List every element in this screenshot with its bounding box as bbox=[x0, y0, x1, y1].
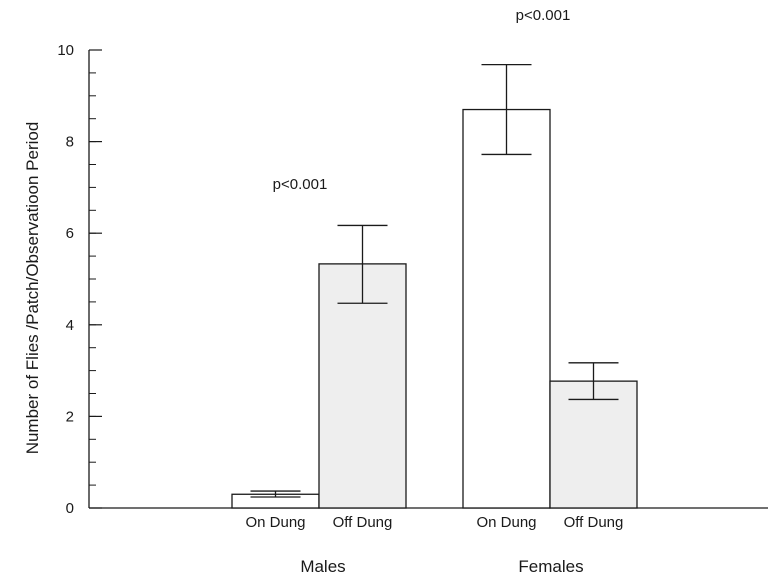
bar-category-label: Off Dung bbox=[564, 514, 624, 531]
bar-category-label: Off Dung bbox=[333, 514, 393, 531]
chart-axes: 0 2 4 6 8 10 bbox=[57, 42, 768, 517]
group-label: Females bbox=[518, 557, 583, 576]
chart-labels: On Dung Off Dung Males p<0.001 On Dung Off Du… bbox=[245, 7, 623, 576]
bar-category-label: On Dung bbox=[245, 514, 305, 531]
y-tick-label: 6 bbox=[66, 225, 74, 242]
y-tick-label: 10 bbox=[57, 42, 74, 59]
significance-annotation: p<0.001 bbox=[273, 176, 328, 193]
y-tick-label: 0 bbox=[66, 500, 74, 517]
y-tick-label: 2 bbox=[66, 408, 74, 425]
y-tick-label: 8 bbox=[66, 134, 74, 151]
y-tick-label: 4 bbox=[66, 317, 74, 334]
bar bbox=[549, 380, 638, 509]
bar-category-label: On Dung bbox=[476, 514, 536, 531]
y-axis-label: Number of Flies /Patch/Observatioon Peri… bbox=[23, 122, 42, 455]
group-label: Males bbox=[300, 557, 345, 576]
significance-annotation: p<0.001 bbox=[516, 7, 571, 24]
bar bbox=[462, 108, 551, 509]
chart-bars bbox=[231, 64, 638, 509]
